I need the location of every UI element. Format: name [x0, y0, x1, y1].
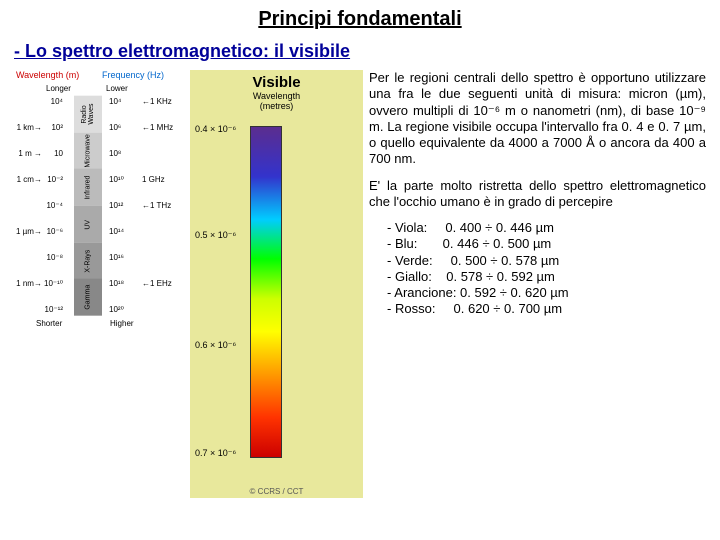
wave-tick: 10⁻¹² [44, 304, 63, 316]
grad-top: 0.4 × 10⁻⁶ [195, 124, 236, 135]
freq-tick: 10¹⁰ [109, 174, 124, 186]
wave-tick: 10⁻⁶ [44, 226, 63, 238]
freq-tick: 10¹⁸ [109, 278, 124, 290]
band-radio-waves: Radio Waves [74, 96, 102, 133]
color-row: - Viola: 0. 400 ÷ 0. 446 µm [369, 220, 706, 236]
wave-tick: 10⁴ [44, 96, 63, 108]
wave-ticks: 10⁴ 10² 10 10⁻² 10⁻⁴ 10⁻⁶ 10⁻⁸ 10⁻¹⁰ 10⁻¹² [44, 96, 63, 316]
color-row: - Arancione: 0. 592 ÷ 0. 620 µm [369, 285, 706, 301]
color-row: - Giallo: 0. 578 ÷ 0. 592 µm [369, 269, 706, 285]
grad-bot: 0.7 × 10⁻⁶ [195, 448, 236, 459]
color-row: - Rosso: 0. 620 ÷ 0. 700 µm [369, 301, 706, 317]
unit-tick: 1 µm→ [16, 226, 42, 238]
paragraph-2: E' la parte molto ristretta dello spettr… [369, 178, 706, 211]
freq-unit-tick: ←1 EHz [142, 278, 173, 290]
wave-tick: 10⁻² [44, 174, 63, 186]
band-uv: UV [74, 206, 102, 243]
freq-tick: 10¹⁶ [109, 252, 124, 264]
wave-tick: 10⁻⁸ [44, 252, 63, 264]
freq-ticks: 10⁴ 10⁶ 10⁸ 10¹⁰ 10¹² 10¹⁴ 10¹⁶ 10¹⁸ 10²⁰ [109, 96, 124, 316]
spectrum-gradient [250, 126, 282, 458]
color-list: - Viola: 0. 400 ÷ 0. 446 µm - Blu: 0. 44… [369, 220, 706, 318]
text-column: Per le regioni centrali dello spettro è … [369, 70, 706, 498]
wave-tick: 10 [44, 148, 63, 160]
visible-panel: Visible Wavelength (metres) 0.4 × 10⁻⁶ 0… [190, 70, 363, 498]
unit-ticks: 1 km→ 1 m → 1 cm→ 1 µm→ 1 nm→ [16, 96, 42, 316]
wavelength-label: Wavelength (m) [16, 70, 79, 80]
freq-unit-ticks: ←1 KHz ←1 MHz 1 GHz ←1 THz ←1 EHz [142, 96, 173, 316]
unit-tick: 1 nm→ [16, 278, 42, 290]
em-spectrum-diagram: Wavelength (m) Frequency (Hz) Longer Low… [14, 70, 184, 330]
unit-tick [16, 200, 42, 212]
freq-unit-tick [142, 252, 173, 264]
visible-sub1: Wavelength [194, 91, 359, 101]
grad-mid: 0.5 × 10⁻⁶ [195, 230, 236, 241]
page-title: Principi fondamentali [14, 8, 706, 31]
wave-tick: 10⁻⁴ [44, 200, 63, 212]
freq-tick: 10²⁰ [109, 304, 124, 316]
band-gamma: Gamma [74, 279, 102, 316]
unit-tick [16, 96, 42, 108]
band-infrared: Infrared [74, 169, 102, 206]
freq-unit-tick: ←1 MHz [142, 122, 173, 134]
unit-tick [16, 252, 42, 264]
freq-unit-tick: ←1 KHz [142, 96, 173, 108]
freq-unit-tick [142, 304, 173, 316]
frequency-label: Frequency (Hz) [102, 70, 164, 80]
content-row: Wavelength (m) Frequency (Hz) Longer Low… [14, 70, 706, 498]
freq-unit-tick: ←1 THz [142, 200, 173, 212]
band-stack: Radio WavesMicrowaveInfraredUVX-RaysGamm… [74, 96, 102, 316]
color-row: - Verde: 0. 500 ÷ 0. 578 µm [369, 253, 706, 269]
visible-title: Visible [194, 74, 359, 91]
freq-unit-tick [142, 148, 173, 160]
lower-label: Lower [106, 84, 128, 93]
freq-tick: 10¹² [109, 200, 124, 212]
color-row: - Blu: 0. 446 ÷ 0. 500 µm [369, 236, 706, 252]
band-x-rays: X-Rays [74, 243, 102, 280]
unit-tick: 1 cm→ [16, 174, 42, 186]
copyright: © CCRS / CCT [190, 487, 363, 496]
wave-tick: 10⁻¹⁰ [44, 278, 63, 290]
longer-label: Longer [46, 84, 71, 93]
subtitle: - Lo spettro elettromagnetico: il visibi… [14, 41, 706, 62]
freq-tick: 10⁸ [109, 148, 124, 160]
freq-unit-tick [142, 226, 173, 238]
unit-tick: 1 km→ [16, 122, 42, 134]
freq-tick: 10¹⁴ [109, 226, 124, 238]
band-microwave: Microwave [74, 133, 102, 170]
grad-mid2: 0.6 × 10⁻⁶ [195, 340, 236, 351]
unit-tick: 1 m → [16, 148, 42, 160]
wave-tick: 10² [44, 122, 63, 134]
freq-unit-tick: 1 GHz [142, 174, 173, 186]
visible-sub2: (metres) [194, 101, 359, 111]
shorter-label: Shorter [36, 319, 62, 328]
freq-tick: 10⁴ [109, 96, 124, 108]
freq-tick: 10⁶ [109, 122, 124, 134]
unit-tick [16, 304, 42, 316]
higher-label: Higher [110, 319, 134, 328]
paragraph-1: Per le regioni centrali dello spettro è … [369, 70, 706, 168]
